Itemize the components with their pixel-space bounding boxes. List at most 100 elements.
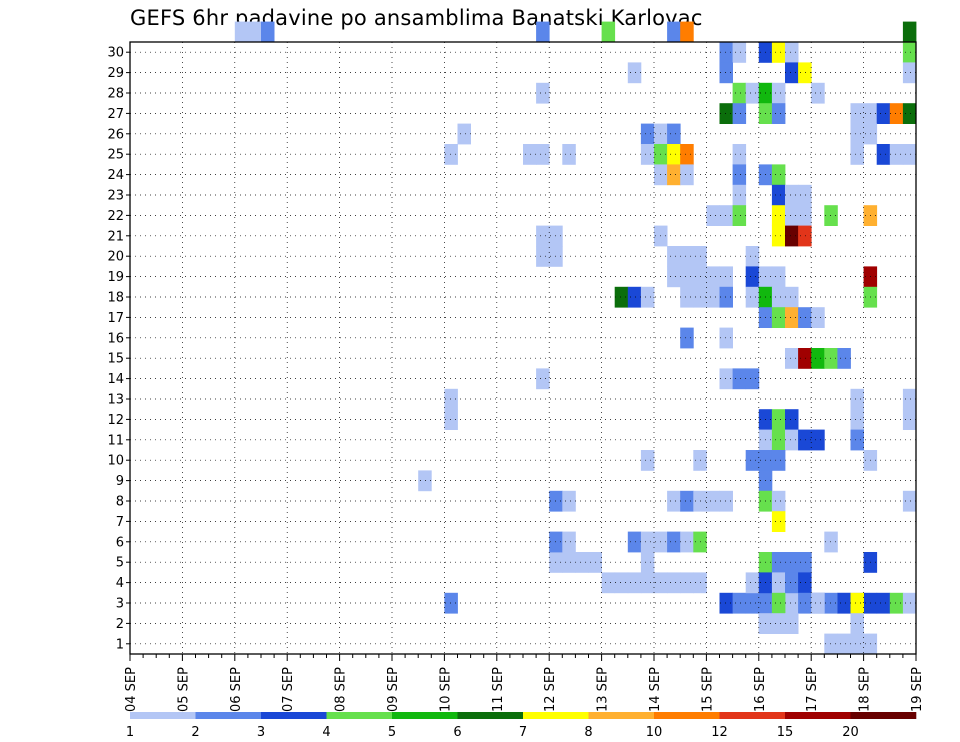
legend-label: 8 bbox=[584, 725, 592, 740]
heatmap-cell bbox=[575, 552, 589, 573]
heatmap-cell bbox=[771, 552, 786, 573]
x-tick-label: 11 SEP bbox=[491, 667, 506, 712]
legend-label: 12 bbox=[711, 725, 728, 740]
heatmap-cell bbox=[719, 62, 733, 84]
y-tick-label: 21 bbox=[107, 229, 124, 244]
heatmap-cell bbox=[601, 21, 616, 43]
heatmap-cell bbox=[889, 103, 904, 124]
y-tick-label: 28 bbox=[107, 87, 124, 102]
x-tick-label: 07 SEP bbox=[281, 667, 296, 712]
heatmap-cell bbox=[902, 62, 917, 84]
heatmap-cell bbox=[771, 450, 786, 471]
heatmap-cell bbox=[627, 572, 642, 594]
heatmap-cell bbox=[785, 286, 799, 308]
heatmap-cell bbox=[811, 82, 825, 104]
heatmap-cell bbox=[667, 490, 681, 512]
heatmap-cell bbox=[785, 572, 799, 594]
heatmap-cell bbox=[444, 388, 458, 410]
heatmap-cell bbox=[680, 531, 694, 553]
x-tick-label: 04 SEP bbox=[124, 667, 139, 712]
heatmap-cell bbox=[876, 144, 891, 165]
heatmap-cell bbox=[850, 103, 864, 124]
heatmap-cell bbox=[771, 592, 786, 614]
heatmap-cell bbox=[785, 62, 799, 84]
y-tick-label: 7 bbox=[116, 515, 124, 530]
heatmap-cell bbox=[732, 592, 747, 614]
legend-label: 5 bbox=[388, 725, 396, 740]
y-tick-label: 23 bbox=[107, 189, 124, 204]
y-tick-label: 13 bbox=[107, 393, 124, 408]
x-tick-label: 08 SEP bbox=[334, 667, 349, 712]
heatmap-cell bbox=[732, 82, 747, 104]
heatmap-cell bbox=[640, 123, 655, 145]
heatmap-cell bbox=[680, 490, 694, 512]
y-tick-label: 15 bbox=[107, 352, 124, 367]
heatmap-cell bbox=[719, 592, 733, 614]
heatmap-cell bbox=[771, 429, 786, 451]
heatmap-cell bbox=[680, 21, 694, 43]
heatmap-cell bbox=[234, 21, 249, 43]
heatmap-cell bbox=[732, 368, 747, 390]
heatmap-cell bbox=[719, 327, 733, 349]
heatmap-cell bbox=[771, 409, 786, 430]
heatmap-cell bbox=[680, 266, 694, 288]
x-tick-label: 18 SEP bbox=[858, 667, 873, 712]
heatmap-cell bbox=[771, 205, 786, 226]
legend-swatch bbox=[588, 712, 655, 719]
y-tick-label: 5 bbox=[116, 556, 124, 571]
heatmap-cell bbox=[745, 572, 760, 594]
heatmap-cell bbox=[640, 450, 655, 471]
heatmap-cell bbox=[785, 592, 799, 614]
heatmap-cell bbox=[667, 21, 681, 43]
heatmap-cell bbox=[771, 511, 786, 532]
heatmap-cell bbox=[536, 82, 550, 104]
x-tick-label: 19 SEP bbox=[910, 667, 925, 712]
heatmap-cell bbox=[667, 144, 681, 165]
heatmap-cell bbox=[798, 572, 812, 594]
heatmap-cell bbox=[837, 348, 851, 369]
heatmap-cell bbox=[536, 225, 550, 247]
legend-label: 1 bbox=[126, 725, 134, 740]
y-tick-label: 19 bbox=[107, 270, 124, 285]
heatmap-cell bbox=[719, 286, 733, 308]
heatmap-cell bbox=[798, 184, 812, 206]
heatmap-cell bbox=[562, 490, 576, 512]
heatmap-cell bbox=[627, 531, 642, 553]
heatmap-cell bbox=[719, 490, 733, 512]
heatmap-cell bbox=[798, 429, 812, 451]
heatmap-cell bbox=[798, 552, 812, 573]
heatmap-cell bbox=[876, 103, 891, 124]
heatmap-cell bbox=[523, 144, 537, 165]
y-tick-label: 18 bbox=[107, 291, 124, 306]
heatmap-cell bbox=[785, 409, 799, 430]
heatmap-cell bbox=[667, 266, 681, 288]
x-tick-label: 05 SEP bbox=[176, 667, 191, 712]
heatmap-cell bbox=[850, 144, 864, 165]
legend-label: 3 bbox=[257, 725, 265, 740]
y-tick-label: 12 bbox=[107, 413, 124, 428]
heatmap-cell bbox=[640, 144, 655, 165]
heatmap-cell bbox=[850, 388, 864, 410]
y-tick-label: 8 bbox=[116, 495, 124, 510]
heatmap-cell bbox=[536, 21, 550, 43]
heatmap-cell bbox=[824, 531, 838, 553]
heatmap-cell bbox=[667, 246, 681, 267]
y-tick-label: 24 bbox=[107, 168, 124, 183]
heatmap-cell bbox=[824, 633, 838, 655]
heatmap-cell bbox=[680, 327, 694, 349]
y-tick-label: 16 bbox=[107, 331, 124, 346]
heatmap-cell bbox=[680, 572, 694, 594]
heatmap-cell bbox=[798, 62, 812, 84]
legend-swatch bbox=[785, 712, 851, 719]
legend-label: 15 bbox=[777, 725, 794, 740]
legend-swatch bbox=[457, 712, 524, 719]
y-tick-label: 9 bbox=[116, 474, 124, 489]
heatmap-cell bbox=[536, 144, 550, 165]
heatmap-cell bbox=[745, 246, 760, 267]
x-tick-label: 16 SEP bbox=[753, 667, 768, 712]
heatmap-cell bbox=[850, 592, 864, 614]
y-tick-label: 25 bbox=[107, 148, 124, 163]
heatmap-cell bbox=[680, 164, 694, 186]
x-tick-label: 09 SEP bbox=[386, 667, 401, 712]
heatmap-cell bbox=[247, 21, 262, 43]
